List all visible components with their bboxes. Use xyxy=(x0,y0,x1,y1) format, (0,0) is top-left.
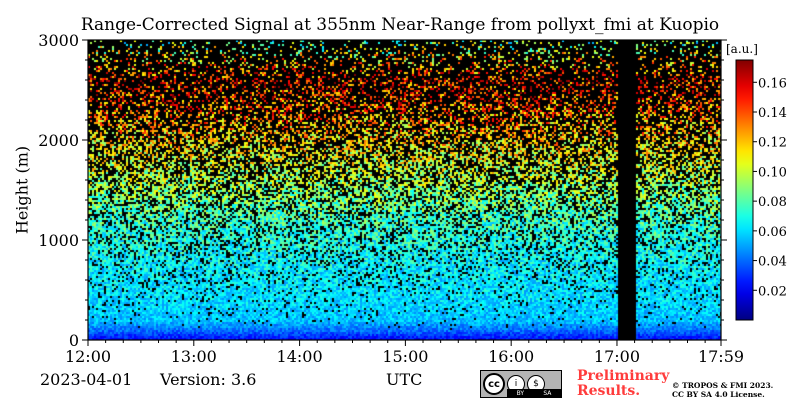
cc-license-badge: cc i $ BY SA xyxy=(480,370,562,398)
colorbar-tick-label: 0.10 xyxy=(758,165,787,180)
x-tick-label: 17:00 xyxy=(594,347,640,366)
x-tick-label: 14:00 xyxy=(277,347,323,366)
colorbar-tick-label: 0.12 xyxy=(758,136,787,151)
copyright-line: © TROPOS & FMI 2023. xyxy=(672,381,774,390)
colorbar-tick-label: 0.02 xyxy=(758,284,787,299)
date-label: 2023-04-01 xyxy=(40,370,133,389)
colorbar-tick-label: 0.04 xyxy=(758,255,787,270)
license-line: CC BY SA 4.0 License. xyxy=(672,390,765,399)
by-icon: i xyxy=(507,375,525,393)
x-tick-label: 13:00 xyxy=(171,347,217,366)
heatmap-raster xyxy=(88,40,721,340)
colorbar-tick-label: 0.08 xyxy=(758,195,787,210)
x-tick-label: 15:00 xyxy=(382,347,428,366)
colorbar-gradient xyxy=(735,59,754,321)
y-axis: 0 1000 2000 3000 xyxy=(38,31,727,350)
x-tick-label: 12:00 xyxy=(65,347,111,366)
y-tick-label: 2000 xyxy=(38,131,79,150)
cc-icon: cc xyxy=(483,373,505,395)
x-axis-label: UTC xyxy=(386,370,423,389)
x-axis: 12:00 13:00 14:00 15:00 16:00 17:00 17:59 xyxy=(65,340,744,366)
colorbar-tick-label: 0.14 xyxy=(758,106,787,121)
colorbar: [a.u.] 0.02 0.04 0.06 0.08 0.10 0.12 0.14 0.16 xyxy=(726,42,787,321)
y-tick-label: 1000 xyxy=(38,231,79,250)
copyright-notice: © TROPOS & FMI 2023. CC BY SA 4.0 Licens… xyxy=(672,381,773,399)
x-tick-label: 16:00 xyxy=(488,347,534,366)
colorbar-tick-label: 0.06 xyxy=(758,225,787,240)
colorbar-tick-label: 0.16 xyxy=(758,76,787,91)
y-tick-label: 0 xyxy=(69,331,79,350)
y-axis-label: Height (m) xyxy=(12,145,32,235)
colorbar-unit: [a.u.] xyxy=(726,42,758,56)
cc-label-strip: BY SA xyxy=(507,389,561,397)
cc-by-label: BY xyxy=(516,389,525,397)
y-tick-label: 3000 xyxy=(38,31,79,50)
preliminary-results-label: Preliminary Results. xyxy=(577,368,670,399)
plot-frame xyxy=(87,39,722,341)
heatmap xyxy=(88,40,721,340)
x-tick-label: 17:59 xyxy=(698,347,744,366)
version-label: Version: 3.6 xyxy=(160,370,257,389)
chart-title: Range-Corrected Signal at 355nm Near-Ran… xyxy=(80,15,720,35)
cc-sa-label: SA xyxy=(543,389,552,397)
